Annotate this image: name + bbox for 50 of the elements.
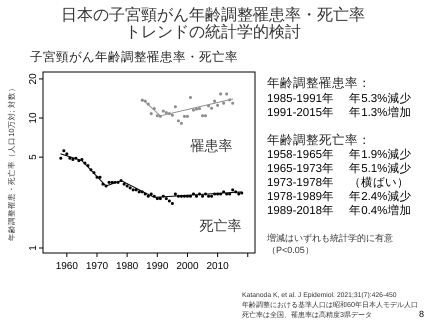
x-tick-label: 1990 [146,261,169,272]
point [192,108,195,112]
point [186,114,189,118]
line-series [60,153,242,198]
text: 増減はいずれも統計学的に有意 [266,233,393,243]
text: 1985-1991年 年5.3%減少 [267,92,412,105]
x-tick-label: 2010 [206,261,230,272]
x-tick-label: 1960 [56,261,78,272]
point [194,108,198,111]
text: 1965-1973年 年5.1%減少 [267,162,412,175]
y-tick-label: 5 [28,154,39,160]
point [170,114,174,117]
point [182,114,186,118]
point [213,100,216,103]
point [201,114,204,118]
text: 年齢調整罹患率： [267,75,371,90]
x-tick-label: 1970 [86,261,109,272]
text: 1958-1965年 年1.9%減少 [267,148,412,161]
point [162,110,165,113]
point [216,104,220,107]
chart-title: 日本の子宮頸がん年齢調整罹患率・死亡率トレンドの統計学的検討 [61,6,365,41]
series-label: 罹患率 [190,137,233,154]
point [156,114,159,118]
point [204,114,208,118]
point [219,92,222,96]
text: 1989-2018年 年0.4%増加 [267,203,412,217]
y-tick-label: 1 [28,244,39,251]
text: 年齢調整死亡率： [267,132,371,147]
x-tick-label: 2000 [176,261,200,272]
text: 1991-2015年 年1.3%増加 [267,105,412,119]
y-tick-label: 20 [28,72,39,84]
y-tick-label: 10 [28,112,39,124]
point [198,107,202,110]
point [210,106,214,110]
text: 1978-1989年 年2.4%減少 [267,190,412,203]
series-label: 死亡率 [200,217,242,234]
point [222,102,226,105]
point [164,111,168,114]
point [231,102,234,105]
point [225,92,228,96]
x-tick-label: 1980 [116,261,139,272]
text: （P<0.05） [267,245,314,255]
point [150,112,153,116]
text: 8 [419,309,424,319]
point [174,105,177,108]
point [188,96,192,99]
point [176,119,180,122]
point [180,122,183,125]
text: 1973-1978年 （横ばい） [267,176,410,189]
chart-subtitle: 子宮頸がん年齢調整罹患率・死亡率 [30,49,238,64]
